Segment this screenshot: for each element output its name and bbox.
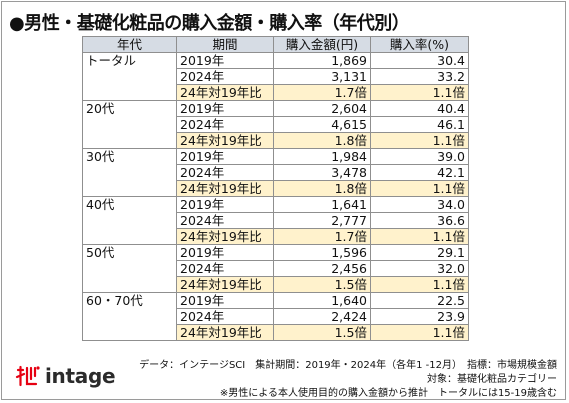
purchase-table: 年代 期間 購入金額(円) 購入率(%) トータル 2019年 1,869 30.4 2… bbox=[82, 36, 469, 341]
period-cell: 2019年 bbox=[176, 148, 274, 165]
period-cell: 2024年 bbox=[176, 68, 274, 85]
rate-cell: 23.9 bbox=[370, 308, 469, 325]
rate-cell: 39.0 bbox=[370, 148, 469, 165]
amount-cell: 1.7倍 bbox=[273, 84, 371, 101]
rate-cell: 30.4 bbox=[370, 52, 469, 69]
header-period: 期間 bbox=[176, 36, 274, 53]
table-header-row: 年代 期間 購入金額(円) 購入率(%) bbox=[82, 36, 469, 53]
table-row: 2024年 4,615 46.1 bbox=[83, 116, 469, 133]
amount-cell: 3,478 bbox=[273, 164, 371, 181]
table-row-ratio: 24年対19年比 1.8倍 1.1倍 bbox=[83, 132, 469, 149]
amount-cell: 2,424 bbox=[273, 308, 371, 325]
rate-cell: 36.6 bbox=[370, 212, 469, 229]
period-cell: 2019年 bbox=[176, 292, 274, 309]
amount-cell: 4,615 bbox=[273, 116, 371, 133]
rate-cell: 1.1倍 bbox=[370, 324, 469, 341]
table-row: 2024年 2,424 23.9 bbox=[83, 308, 469, 325]
amount-cell: 1.7倍 bbox=[273, 228, 371, 245]
period-cell: 24年対19年比 bbox=[176, 132, 274, 149]
age-group-cell: 40代 bbox=[82, 196, 177, 245]
period-cell: 24年対19年比 bbox=[176, 228, 274, 245]
table-row-ratio: 24年対19年比 1.8倍 1.1倍 bbox=[83, 180, 469, 197]
age-group-cell: 30代 bbox=[82, 148, 177, 197]
age-group-cell: トータル bbox=[82, 52, 177, 101]
rate-cell: 33.2 bbox=[370, 68, 469, 85]
table-row: 2024年 3,131 33.2 bbox=[83, 68, 469, 85]
age-group-cell: 50代 bbox=[82, 244, 177, 293]
period-cell: 2019年 bbox=[176, 196, 274, 213]
amount-cell: 2,777 bbox=[273, 212, 371, 229]
header-rate: 購入率(%) bbox=[370, 36, 469, 53]
period-cell: 2019年 bbox=[176, 244, 274, 261]
rate-cell: 1.1倍 bbox=[370, 228, 469, 245]
amount-cell: 1,596 bbox=[273, 244, 371, 261]
table-row: 50代 2019年 1,596 29.1 bbox=[82, 244, 469, 293]
age-group-cell: 60・70代 bbox=[82, 292, 177, 341]
rate-cell: 1.1倍 bbox=[370, 276, 469, 293]
rate-cell: 46.1 bbox=[370, 116, 469, 133]
table-row-ratio: 24年対19年比 1.5倍 1.1倍 bbox=[83, 276, 469, 293]
footer-note: ※男性による本人使用目的の購入金額から推計 トータルには15-19歳含む bbox=[219, 388, 557, 399]
page-title: ●男性・基礎化粧品の購入金額・購入率（年代別） bbox=[9, 13, 410, 34]
rate-cell: 29.1 bbox=[370, 244, 469, 261]
rate-cell: 1.1倍 bbox=[370, 132, 469, 149]
intage-logo-icon bbox=[15, 365, 40, 387]
amount-cell: 1.5倍 bbox=[273, 276, 371, 293]
table-row: 60・70代 2019年 1,640 22.5 bbox=[82, 292, 469, 341]
period-cell: 2024年 bbox=[176, 260, 274, 277]
period-cell: 2024年 bbox=[176, 308, 274, 325]
footer-source: データ：インテージSCI 集計期間：2019年・2024年（各年1 -12月） … bbox=[139, 360, 557, 371]
amount-cell: 1.8倍 bbox=[273, 132, 371, 149]
table-row-ratio: 24年対19年比 1.5倍 1.1倍 bbox=[83, 324, 469, 341]
amount-cell: 2,604 bbox=[273, 100, 371, 117]
table-row: 20代 2019年 2,604 40.4 bbox=[82, 100, 469, 149]
amount-cell: 1,641 bbox=[273, 196, 371, 213]
rate-cell: 1.1倍 bbox=[370, 180, 469, 197]
amount-cell: 1,640 bbox=[273, 292, 371, 309]
rate-cell: 34.0 bbox=[370, 196, 469, 213]
amount-cell: 1.5倍 bbox=[273, 324, 371, 341]
rate-cell: 1.1倍 bbox=[370, 84, 469, 101]
header-amount: 購入金額(円) bbox=[273, 36, 371, 53]
amount-cell: 1.8倍 bbox=[273, 180, 371, 197]
period-cell: 2024年 bbox=[176, 164, 274, 181]
footer-target: 対象：基礎化粧品カテゴリー bbox=[427, 374, 557, 385]
age-group-cell: 20代 bbox=[82, 100, 177, 149]
table-row: 40代 2019年 1,641 34.0 bbox=[82, 196, 469, 245]
rate-cell: 40.4 bbox=[370, 100, 469, 117]
period-cell: 2024年 bbox=[176, 116, 274, 133]
table-body: トータル 2019年 1,869 30.4 2024年 3,131 33.2 24年対19年比… bbox=[82, 52, 469, 341]
rate-cell: 42.1 bbox=[370, 164, 469, 181]
period-cell: 24年対19年比 bbox=[176, 276, 274, 293]
rate-cell: 22.5 bbox=[370, 292, 469, 309]
amount-cell: 1,869 bbox=[273, 52, 371, 69]
period-cell: 24年対19年比 bbox=[176, 324, 274, 341]
period-cell: 2024年 bbox=[176, 212, 274, 229]
period-cell: 24年対19年比 bbox=[176, 180, 274, 197]
amount-cell: 1,984 bbox=[273, 148, 371, 165]
intage-logo: intage bbox=[15, 364, 116, 388]
logo-text: intage bbox=[45, 364, 116, 388]
header-age: 年代 bbox=[82, 36, 177, 53]
period-cell: 2019年 bbox=[176, 52, 274, 69]
table-row: 2024年 2,777 36.6 bbox=[83, 212, 469, 229]
table-row: トータル 2019年 1,869 30.4 bbox=[82, 52, 469, 101]
table-row: 30代 2019年 1,984 39.0 bbox=[82, 148, 469, 197]
amount-cell: 3,131 bbox=[273, 68, 371, 85]
period-cell: 24年対19年比 bbox=[176, 84, 274, 101]
amount-cell: 2,456 bbox=[273, 260, 371, 277]
rate-cell: 32.0 bbox=[370, 260, 469, 277]
period-cell: 2019年 bbox=[176, 100, 274, 117]
